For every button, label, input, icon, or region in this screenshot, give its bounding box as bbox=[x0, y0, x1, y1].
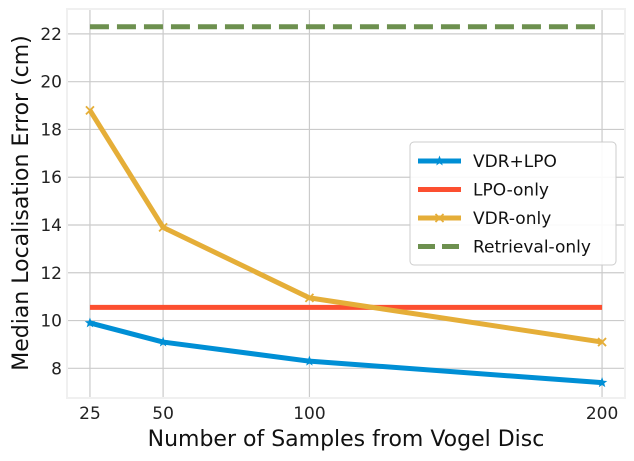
legend-label: VDR+LPO bbox=[473, 152, 557, 172]
x-tick-label: 200 bbox=[586, 404, 618, 424]
data-point-vdr-lpo bbox=[304, 355, 315, 366]
y-tick-label: 22 bbox=[40, 25, 62, 45]
x-tick-label: 100 bbox=[293, 404, 325, 424]
data-point-vdr-only bbox=[158, 222, 168, 233]
data-point-vdr-lpo bbox=[596, 377, 608, 388]
legend-label: VDR-only bbox=[473, 209, 551, 229]
series-vdr-lpo bbox=[84, 317, 608, 388]
x-tick-label: 50 bbox=[152, 404, 174, 424]
data-point-vdr-only bbox=[304, 293, 315, 303]
data-point-vdr-lpo bbox=[157, 336, 169, 347]
legend-entry-vdr-lpo: VDR+LPO bbox=[418, 152, 557, 172]
legend-marker bbox=[434, 213, 445, 223]
legend-entry-vdr-only: VDR-only bbox=[418, 209, 551, 229]
legend-marker bbox=[434, 155, 445, 166]
x-tick-label: 25 bbox=[79, 404, 101, 424]
x-axis-label: Number of Samples from Vogel Disc bbox=[148, 427, 545, 452]
series-line-vdr-lpo bbox=[89, 320, 603, 386]
data-point-vdr-lpo bbox=[84, 317, 96, 328]
legend-entry-lpo-only: LPO-only bbox=[418, 181, 549, 201]
series-layer bbox=[84, 24, 608, 388]
y-tick-label: 16 bbox=[40, 168, 62, 188]
tick-labels: 25 50 100 200 8 10 12 14 16 18 20 22 bbox=[40, 25, 618, 424]
y-axis-label: Median Localisation Error (cm) bbox=[9, 35, 34, 371]
series-line-vdr-only bbox=[87, 109, 603, 345]
legend-label: LPO-only bbox=[473, 181, 549, 201]
legend-box bbox=[409, 141, 617, 266]
y-tick-label: 18 bbox=[40, 120, 62, 140]
series-vdr-only bbox=[85, 105, 607, 347]
data-point-vdr-only bbox=[85, 105, 95, 115]
legend-label: Retrieval-only bbox=[473, 238, 591, 258]
data-point-vdr-only bbox=[597, 337, 607, 347]
y-tick-label: 20 bbox=[40, 73, 62, 93]
y-tick-label: 14 bbox=[40, 216, 62, 236]
y-tick-label: 8 bbox=[51, 359, 62, 379]
legend-entry-retrieval-only: Retrieval-only bbox=[418, 238, 591, 258]
y-tick-label: 10 bbox=[40, 312, 62, 332]
legend: VDR+LPO LPO-only VDR-only Retrieval-only bbox=[409, 141, 617, 266]
y-tick-label: 12 bbox=[40, 264, 62, 284]
